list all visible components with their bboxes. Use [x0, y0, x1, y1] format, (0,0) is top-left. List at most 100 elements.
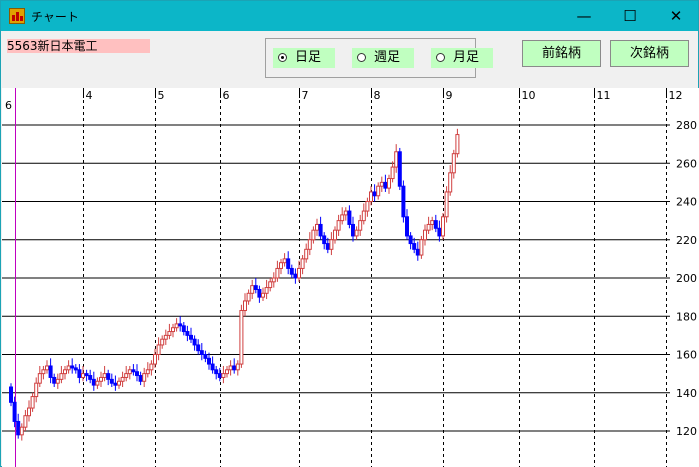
- candle-body: [189, 334, 193, 340]
- candle-body: [145, 369, 150, 375]
- candle-body: [401, 185, 406, 218]
- y-tick-label: 140: [676, 387, 697, 400]
- candle-body: [19, 426, 24, 436]
- prev-stock-button[interactable]: 前銘柄: [522, 40, 601, 67]
- candle-body: [95, 380, 100, 386]
- price-chart[interactable]: 120 140 160 180 200 220 240 260 280 6 4 5 6 7 8 9 10 11 12: [2, 88, 699, 467]
- candle-body: [207, 357, 211, 365]
- candle-body: [372, 191, 377, 197]
- candle-body: [444, 191, 449, 218]
- candle-body: [156, 344, 161, 355]
- candle-body: [120, 376, 125, 382]
- y-tick-label: 220: [676, 234, 697, 247]
- candle-body: [228, 365, 233, 371]
- candle-body: [271, 277, 276, 283]
- candle-body: [131, 369, 136, 373]
- candle-body: [300, 258, 305, 269]
- candle-body: [160, 338, 165, 346]
- candle-body: [192, 338, 197, 346]
- candle-body: [253, 285, 258, 290]
- radio-daily[interactable]: 日足: [273, 48, 335, 68]
- radio-daily-dot[interactable]: [278, 53, 287, 62]
- candle-body: [73, 367, 78, 371]
- candle-body: [361, 210, 366, 222]
- candle-body: [102, 373, 107, 378]
- candle-body: [109, 378, 114, 384]
- month-label: 4: [86, 89, 93, 102]
- candle-body: [343, 210, 348, 216]
- candle-body: [437, 227, 442, 237]
- month-label: 6: [5, 99, 12, 112]
- candlestick-chart[interactable]: 120 140 160 180 200 220 240 260 280 6 4 5 6 7 8 9 10 11 12: [2, 88, 699, 467]
- candle-body: [369, 191, 373, 202]
- candle-body: [448, 172, 453, 193]
- candle-body: [235, 363, 240, 371]
- candle-body: [199, 350, 204, 355]
- radio-weekly-label: 週足: [374, 50, 401, 65]
- month-label: 9: [446, 89, 453, 102]
- candle-body: [441, 216, 445, 237]
- candle-body: [387, 178, 391, 189]
- candle-body: [153, 354, 157, 365]
- candle-body: [408, 235, 413, 245]
- candle-body: [347, 210, 352, 225]
- candle-body: [315, 223, 319, 231]
- y-tick-label: 120: [676, 425, 697, 438]
- candle-body: [376, 185, 381, 197]
- radio-weekly-dot[interactable]: [357, 53, 366, 62]
- candle-body: [383, 181, 388, 189]
- candle-body: [41, 369, 46, 375]
- candle-body: [171, 327, 175, 333]
- title-bar[interactable]: チャート — ☐ ✕: [1, 1, 698, 31]
- candle-body: [23, 415, 28, 428]
- candle-body: [127, 369, 132, 375]
- radio-monthly[interactable]: 月足: [431, 48, 493, 68]
- candle-body: [394, 151, 399, 168]
- candle-body: [307, 239, 312, 250]
- candle-body: [91, 378, 96, 386]
- candle-body: [318, 223, 323, 237]
- month-label: 5: [158, 89, 165, 102]
- candle-body: [48, 365, 53, 378]
- radio-weekly[interactable]: 週足: [352, 48, 414, 68]
- candle-body: [415, 248, 420, 256]
- candle-body: [268, 281, 273, 289]
- next-stock-button[interactable]: 次銘柄: [610, 40, 689, 67]
- candle-body: [135, 371, 139, 377]
- candle-body: [325, 243, 330, 250]
- candle-body: [77, 369, 82, 378]
- candle-body: [379, 181, 384, 187]
- y-tick-label: 180: [676, 310, 697, 323]
- candle-body: [322, 235, 327, 245]
- candle-body: [297, 267, 301, 279]
- candle-body: [397, 151, 402, 187]
- close-icon[interactable]: ✕: [669, 7, 683, 25]
- candle-body: [52, 376, 57, 384]
- month-label: 12: [669, 89, 683, 102]
- radio-monthly-dot[interactable]: [436, 53, 445, 62]
- month-label: 10: [522, 89, 536, 102]
- candle-body: [232, 365, 237, 371]
- toolbar: 5563新日本電工 日足 週足 月足 前銘柄 次銘柄: [1, 31, 698, 88]
- candle-body: [217, 373, 222, 378]
- candle-body: [340, 214, 345, 222]
- candle-body: [289, 267, 294, 275]
- candle-body: [336, 220, 341, 231]
- candle-body: [246, 292, 251, 302]
- maximize-icon[interactable]: ☐: [623, 7, 637, 25]
- candle-body: [214, 369, 219, 375]
- candle-body: [282, 258, 287, 264]
- candle-body: [9, 386, 13, 403]
- y-tick-label: 240: [676, 196, 697, 209]
- stock-name-label: 5563新日本電工: [7, 39, 150, 53]
- minimize-icon[interactable]: —: [576, 7, 592, 25]
- candle-body: [63, 369, 67, 375]
- candle-body: [99, 376, 103, 382]
- candle-body: [311, 229, 316, 241]
- candle-body: [124, 373, 129, 378]
- candle-body: [88, 375, 93, 380]
- candle-body: [333, 229, 337, 241]
- candle-body: [167, 331, 172, 336]
- candle-body: [178, 323, 183, 327]
- candle-body: [163, 334, 168, 340]
